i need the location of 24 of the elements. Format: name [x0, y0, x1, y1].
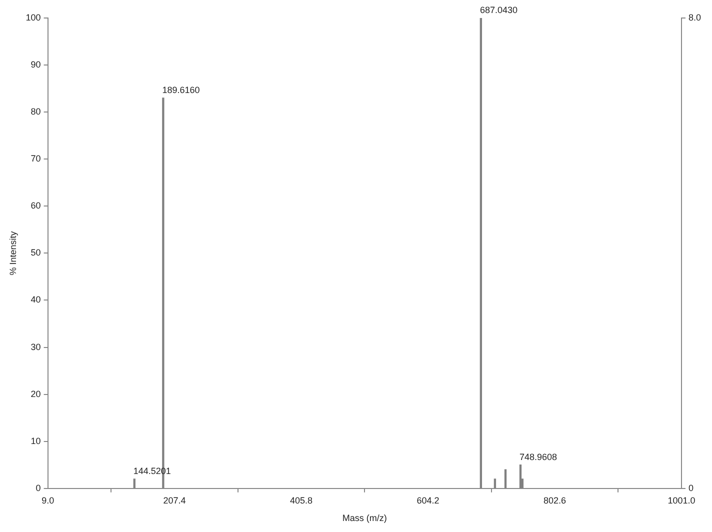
- y-axis-title: % Intensity: [8, 230, 18, 276]
- y-tick-label: 40: [30, 294, 41, 305]
- y-tick-label: 30: [30, 342, 41, 352]
- y-tick-label: 100: [26, 12, 41, 22]
- y-tick-label: 90: [30, 60, 41, 70]
- y2-tick-label: 0: [688, 482, 694, 493]
- x-tick-label: 207.4: [163, 495, 186, 506]
- y-tick-label: 60: [30, 200, 41, 211]
- y-tick-label: 0: [36, 482, 41, 493]
- y-tick-label: 20: [30, 388, 41, 399]
- x-tick-label: 802.6: [543, 495, 566, 506]
- x-axis-title: Mass (m/z): [342, 513, 387, 524]
- y-tick-label: 50: [30, 248, 41, 258]
- annotation: 189.6160: [162, 84, 200, 95]
- x-tick-label: 604.2: [416, 495, 440, 506]
- x-tick-label: 9.0: [42, 495, 54, 506]
- x-tick-label: 1001.0: [668, 495, 696, 506]
- y-tick-label: 70: [30, 154, 41, 164]
- y-tick-label: 10: [30, 436, 41, 446]
- annotation: 748.9608: [519, 452, 558, 462]
- annotation: 687.0430: [480, 4, 518, 15]
- y-tick-label: 80: [30, 106, 41, 117]
- x-tick-label: 405.8: [290, 495, 313, 506]
- y2-tick-label: 8.0: [688, 12, 702, 22]
